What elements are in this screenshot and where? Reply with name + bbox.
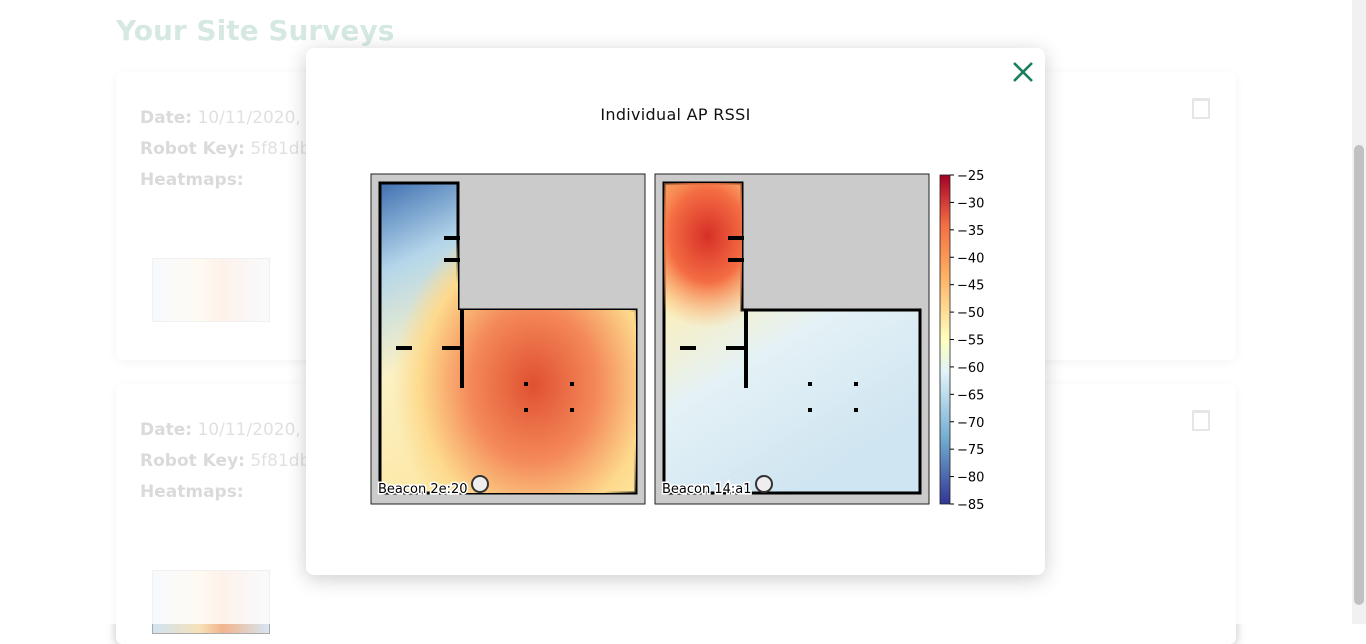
colorbar-tick-label: −50 bbox=[957, 306, 984, 321]
colorbar-tick-label: −25 bbox=[957, 169, 984, 184]
panel-label: Beacon 14:a1 bbox=[662, 482, 752, 497]
colorbar-tick-label: −30 bbox=[957, 196, 984, 211]
colorbar-tick-label: −40 bbox=[957, 251, 984, 266]
modal-title: Individual AP RSSI bbox=[600, 105, 751, 124]
close-button[interactable] bbox=[1011, 60, 1035, 84]
heatmap-panel: Beacon 14:a1 bbox=[654, 173, 930, 505]
colorbar-tick-label: −45 bbox=[957, 279, 984, 294]
colorbar-tick-label: −35 bbox=[957, 224, 984, 239]
panel-label: Beacon 2e:20 bbox=[378, 482, 468, 497]
page: {"background": {"title": "Your Site Surv… bbox=[116, 0, 1366, 634]
colorbar-tick-label: −80 bbox=[957, 471, 984, 486]
colorbar-tick-label: −55 bbox=[957, 334, 984, 349]
scrollbar-thumb[interactable] bbox=[1354, 145, 1364, 605]
heatmap-panel: Beacon 2e:20 bbox=[370, 173, 646, 505]
colorbar bbox=[939, 174, 951, 505]
colorbar-ticks: −25 −30 −35 −40 −45 −50 −55 −60 −65 −70 −75 −80 −85 bbox=[950, 169, 984, 513]
scrollbar[interactable] bbox=[1352, 0, 1366, 624]
colorbar-tick-label: −70 bbox=[957, 416, 984, 431]
modal: Individual AP RSSI bbox=[306, 48, 1045, 575]
colorbar-tick-label: −60 bbox=[957, 361, 984, 376]
heatmap-figure: Beacon 2e:20 Beacon 14:a1 −25 −30 −35 −40 −4… bbox=[370, 169, 984, 513]
colorbar-tick-label: −75 bbox=[957, 443, 984, 458]
colorbar-tick-label: −65 bbox=[957, 388, 984, 403]
colorbar-tick-label: −85 bbox=[957, 498, 984, 513]
